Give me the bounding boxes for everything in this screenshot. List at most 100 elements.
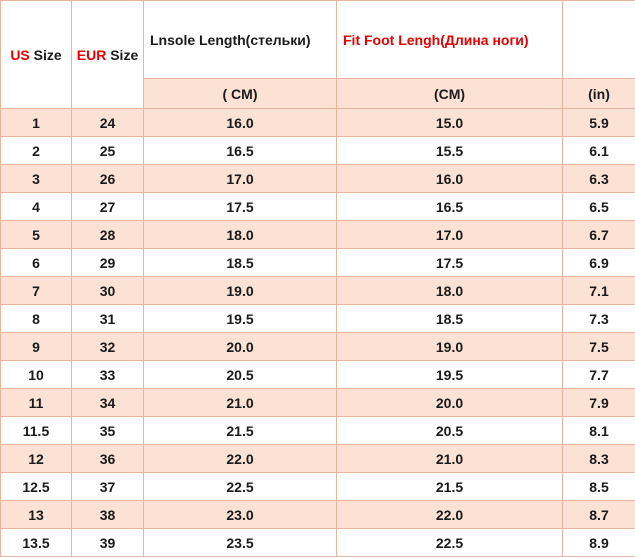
data-cell: 11.5 [0,416,72,445]
data-cell: 34 [71,388,144,417]
data-cell: 23.0 [143,500,337,529]
data-cell: 17.0 [336,220,563,249]
data-cell: 19.0 [336,332,563,361]
data-row: 5 28 18.0 17.0 6.7 [0,220,635,249]
data-row: 13 38 23.0 22.0 8.7 [0,500,635,529]
data-cell: 7.1 [562,276,635,305]
data-row: 8 31 19.5 18.5 7.3 [0,304,635,333]
data-cell: 17.5 [143,192,337,221]
header-label: Lnsole Length(стельки) [150,31,311,48]
data-cell: 6.9 [562,248,635,277]
data-cell: 8 [0,304,72,333]
data-row: 11.5 35 21.5 20.5 8.1 [0,416,635,445]
header-highlight: Fit Foot Lengh(Длина ноги) [343,31,529,48]
data-cell: 25 [71,136,144,165]
data-row: 12.5 37 22.5 21.5 8.5 [0,472,635,501]
data-cell: 6.3 [562,164,635,193]
data-row: 4 27 17.5 16.5 6.5 [0,192,635,221]
data-cell: 13.5 [0,528,72,557]
data-cell: 8.7 [562,500,635,529]
data-cell: 36 [71,444,144,473]
data-cell: 8.5 [562,472,635,501]
data-cell: 4 [0,192,72,221]
data-cell: 19.0 [143,276,337,305]
data-cell: 10 [0,360,72,389]
data-cell: 16.5 [336,192,563,221]
data-row: 12 36 22.0 21.0 8.3 [0,444,635,473]
data-cell: 16.0 [336,164,563,193]
unit-cell: (in) [562,78,635,109]
data-cell: 18.0 [143,220,337,249]
data-row: 3 26 17.0 16.0 6.3 [0,164,635,193]
data-cell: 35 [71,416,144,445]
data-cell: 6.5 [562,192,635,221]
data-cell: 15.0 [336,108,563,137]
data-cell: 32 [71,332,144,361]
data-cell: 8.3 [562,444,635,473]
data-cell: 22.0 [336,500,563,529]
data-cell: 38 [71,500,144,529]
data-cell: 19.5 [143,304,337,333]
data-cell: 22.5 [336,528,563,557]
data-cell: 20.5 [143,360,337,389]
data-cell: 7 [0,276,72,305]
data-cell: 7.5 [562,332,635,361]
data-cell: 24 [71,108,144,137]
data-row: 11 34 21.0 20.0 7.9 [0,388,635,417]
data-cell: 2 [0,136,72,165]
data-cell: 18.5 [143,248,337,277]
data-cell: 6.1 [562,136,635,165]
data-cell: 22.5 [143,472,337,501]
data-cell: 31 [71,304,144,333]
data-cell: 12 [0,444,72,473]
data-cell: 27 [71,192,144,221]
data-cell: 30 [71,276,144,305]
unit-cell: (CM) [336,78,563,109]
data-cell: 12.5 [0,472,72,501]
data-cell: 20.5 [336,416,563,445]
data-cell: 21.0 [143,388,337,417]
data-cell: 9 [0,332,72,361]
data-cell: 21.5 [143,416,337,445]
data-cell: 22.0 [143,444,337,473]
data-cell: 16.5 [143,136,337,165]
data-cell: 23.5 [143,528,337,557]
header-highlight: US [10,46,30,63]
data-cell: 3 [0,164,72,193]
header-cell: EUR Size [71,0,144,109]
data-cell: 17.5 [336,248,563,277]
data-cell: 21.0 [336,444,563,473]
data-cell: 18.0 [336,276,563,305]
data-cell: 20.0 [143,332,337,361]
data-cell: 8.9 [562,528,635,557]
data-cell: 1 [0,108,72,137]
data-row: 2 25 16.5 15.5 6.1 [0,136,635,165]
data-cell: 19.5 [336,360,563,389]
data-cell: 11 [0,388,72,417]
data-cell: 6 [0,248,72,277]
data-cell: 16.0 [143,108,337,137]
data-cell: 17.0 [143,164,337,193]
data-cell: 21.5 [336,472,563,501]
data-cell: 39 [71,528,144,557]
data-cell: 5.9 [562,108,635,137]
data-cell: 20.0 [336,388,563,417]
data-cell: 37 [71,472,144,501]
header-label: Size [110,46,139,63]
header-cell: Lnsole Length(стельки) [143,0,337,79]
data-row: 6 29 18.5 17.5 6.9 [0,248,635,277]
data-cell: 7.9 [562,388,635,417]
data-cell: 18.5 [336,304,563,333]
data-cell: 7.3 [562,304,635,333]
data-cell: 29 [71,248,144,277]
data-cell: 13 [0,500,72,529]
data-row: 13.5 39 23.5 22.5 8.9 [0,528,635,557]
data-cell: 26 [71,164,144,193]
unit-row: ( CM) (CM) (in) [1,78,635,109]
data-cell: 28 [71,220,144,249]
data-cell: 5 [0,220,72,249]
header-label: Size [33,46,62,63]
